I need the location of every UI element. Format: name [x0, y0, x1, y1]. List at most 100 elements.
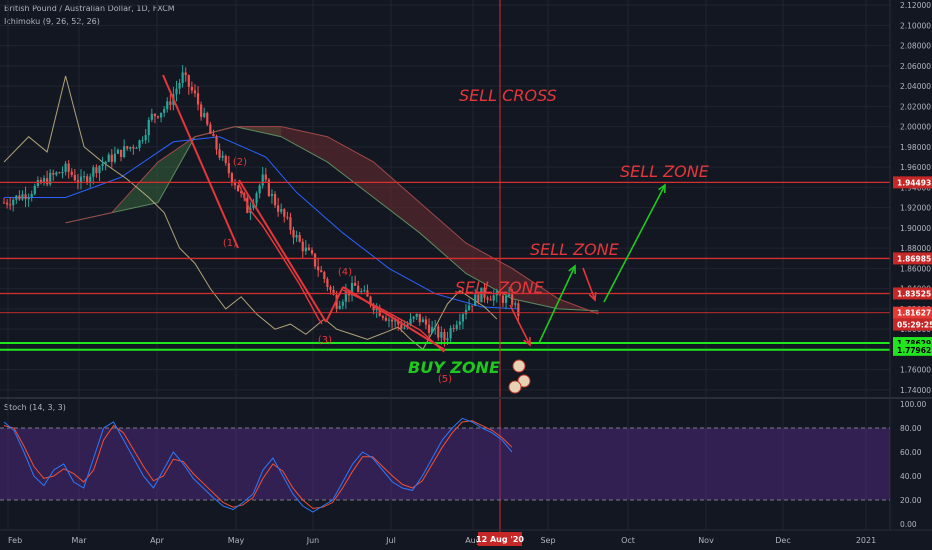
ichimoku-label: Ichimoku (9, 26, 52, 26)	[4, 17, 100, 26]
candle-body	[39, 179, 43, 184]
arrow-down-2	[582, 267, 597, 302]
candle-body	[150, 113, 153, 120]
price-badge-bg	[893, 343, 932, 356]
candle-body	[418, 313, 421, 323]
candle-body	[46, 178, 49, 185]
candle-body	[449, 328, 452, 339]
kumo-bear	[235, 126, 599, 314]
annotations: (1) (2) (3) (4) (5) SELL CROSS SELL ZONE SELL Z…	[162, 74, 710, 385]
candle-body	[55, 172, 58, 175]
candle-body	[341, 301, 344, 306]
candle-body	[175, 88, 178, 95]
arrow-shaft	[538, 265, 576, 344]
candle-body	[190, 86, 193, 91]
price-tick-label: 2.10000	[900, 21, 931, 30]
candle-body	[18, 195, 21, 200]
price-tick-label: 1.92000	[900, 204, 931, 213]
candle-body	[372, 304, 375, 311]
candle-body	[261, 174, 264, 186]
candle-body	[116, 149, 120, 154]
wave-label: (3)	[318, 335, 332, 346]
candle-body	[193, 90, 197, 94]
stoch-tick-label: 0.00	[900, 520, 917, 529]
wave-label: (1)	[223, 238, 237, 249]
arrow-head	[658, 183, 666, 194]
candle-body	[24, 194, 27, 200]
candle-body	[236, 185, 240, 192]
candle-body	[52, 172, 55, 175]
candle-body	[434, 326, 437, 328]
candle-body	[169, 101, 172, 105]
candle-body	[67, 163, 70, 172]
candle-body	[277, 205, 280, 212]
time-tick-label: 2021	[856, 536, 876, 545]
candle-body	[264, 174, 267, 180]
buy-zone-label: BUY ZONE	[408, 358, 500, 377]
time-tick-label: Mar	[71, 536, 87, 545]
kijun-line	[4, 136, 519, 310]
price-tick-label: 2.00000	[900, 123, 931, 132]
price-badge-label: 1.94493	[897, 178, 931, 187]
candle-body	[2, 202, 6, 204]
candle-body	[126, 146, 129, 149]
candle-body	[144, 135, 147, 141]
candle-body	[458, 321, 461, 325]
candle-body	[42, 178, 46, 184]
candle-body	[163, 109, 166, 113]
candle-body	[107, 154, 110, 162]
price-tick-label: 1.74000	[900, 386, 931, 395]
candle-body	[489, 299, 492, 301]
price-badge: 1.86985	[893, 252, 932, 265]
candle-body	[384, 317, 388, 321]
candle-body	[514, 303, 517, 305]
price-badge-bg	[893, 252, 932, 265]
time-tick-label: Jul	[385, 536, 396, 545]
wave-line-3	[342, 286, 446, 351]
candle-body	[92, 167, 95, 177]
candle-body	[329, 286, 332, 290]
candle-body	[461, 314, 465, 322]
price-badge: 1.94493	[893, 176, 932, 189]
time-tick-label: May	[228, 536, 245, 545]
price-badge: 1.81627	[893, 306, 932, 319]
time-axis: Feb Mar Apr May Jun Jul Aug Sep Oct Nov Dec 2021 12 …	[0, 529, 932, 546]
sell-zone-label-low: SELL ZONE	[455, 278, 545, 297]
candle-body	[95, 167, 98, 174]
candle-body	[421, 319, 424, 323]
candle-body	[89, 176, 92, 183]
candle-body	[486, 297, 489, 300]
candle-body	[227, 163, 230, 174]
candle-body	[415, 313, 418, 317]
candle-body	[474, 294, 477, 307]
arrow-up-1	[538, 264, 576, 344]
sell-cross-label: SELL CROSS	[459, 86, 557, 105]
candle-body	[357, 285, 360, 292]
candle-body	[317, 266, 320, 271]
candle-body	[477, 294, 480, 303]
candle-body	[273, 194, 277, 206]
candle-body	[9, 204, 12, 206]
price-badge: 1.77962	[893, 343, 932, 356]
candle-body	[166, 101, 169, 110]
candle-body	[221, 155, 224, 158]
price-badge-bg	[893, 306, 932, 319]
candle-body	[98, 165, 101, 174]
wave-label: (5)	[438, 374, 452, 385]
candle-body	[58, 172, 61, 174]
candle-body	[424, 319, 428, 325]
candle-body	[397, 320, 400, 325]
candle-body	[104, 161, 107, 164]
candle-body	[511, 294, 514, 305]
price-badge-bg	[893, 318, 932, 331]
channel-line-2	[342, 289, 445, 353]
candle-body	[354, 282, 357, 286]
candle-body	[113, 153, 116, 162]
candle-body	[492, 295, 495, 301]
candle-body	[86, 176, 89, 183]
candle-body	[61, 171, 64, 174]
candle-body	[203, 113, 206, 117]
candle-body	[156, 116, 160, 118]
candle-body	[21, 194, 24, 200]
stoch-band	[0, 428, 890, 500]
